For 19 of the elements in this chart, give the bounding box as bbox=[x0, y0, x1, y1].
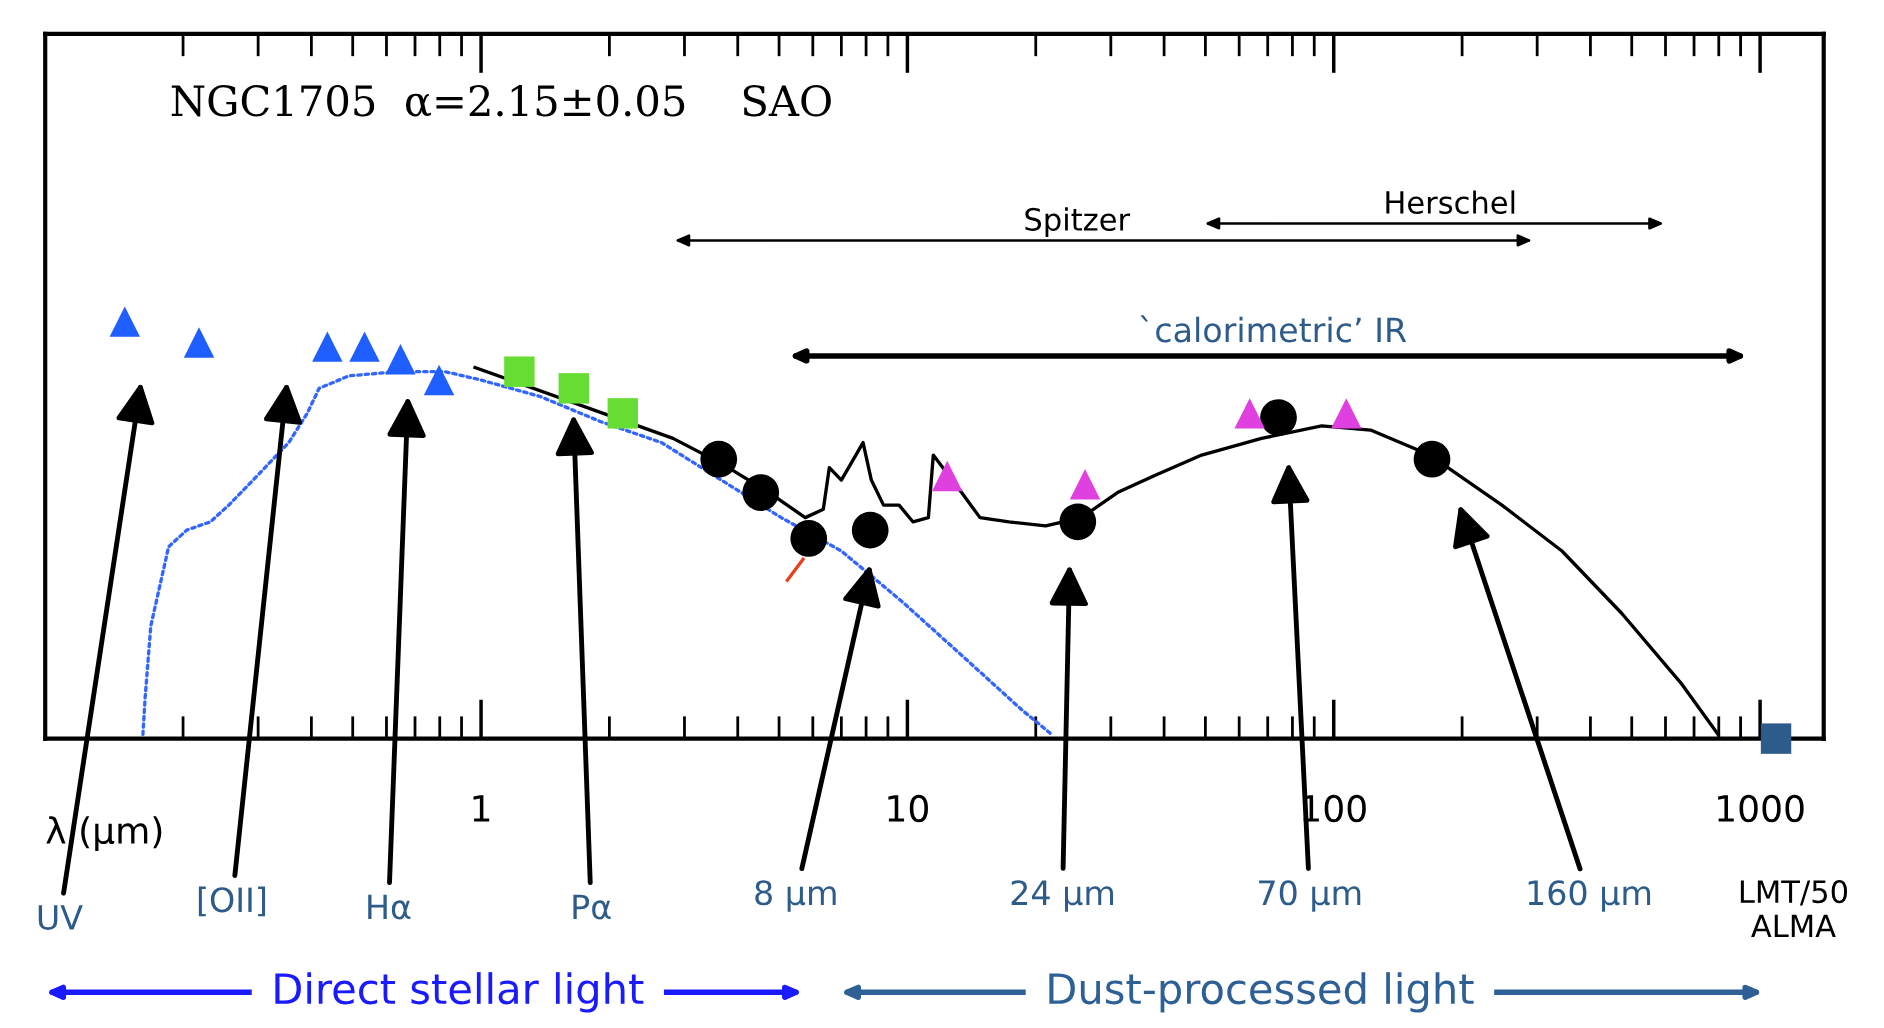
x-tick-label: 1000 bbox=[1718, 794, 1804, 823]
text: 8 µm bbox=[755, 880, 836, 912]
text: [OII] bbox=[198, 886, 266, 917]
x-tick-label: 10 bbox=[888, 794, 928, 823]
text: 24 µm bbox=[1011, 880, 1114, 912]
text: Hα bbox=[368, 894, 411, 920]
text: Dust-processed light bbox=[1049, 972, 1474, 1013]
text: 70 µm bbox=[1259, 880, 1361, 912]
chart-title: NGC1705 α=2.15±0.05 SAO bbox=[171, 84, 831, 117]
text: 160 µm bbox=[1528, 880, 1651, 912]
text: UV bbox=[38, 905, 83, 931]
text: LMT/50 ALMA bbox=[1740, 880, 1848, 937]
text: Herschel bbox=[1386, 190, 1515, 215]
x-tick-label: 1 bbox=[473, 795, 490, 822]
text: Spitzer bbox=[1025, 207, 1131, 237]
annotation: `calorimetric’ IR bbox=[1140, 315, 1407, 343]
text: Direct stellar light bbox=[275, 972, 644, 1013]
text: Pα bbox=[573, 894, 611, 920]
x-axis-title: λ (µm) bbox=[46, 816, 162, 852]
